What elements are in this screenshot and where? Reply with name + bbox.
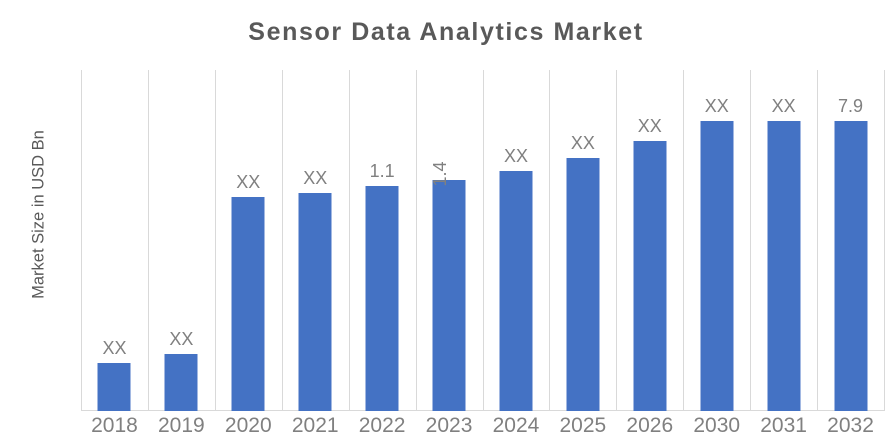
bar-group[interactable]: XX — [683, 70, 750, 411]
bar-data-label: XX — [102, 338, 127, 358]
bar-group[interactable]: XX — [483, 70, 550, 411]
x-axis-tick-label: 2031 — [760, 414, 807, 437]
bar-group[interactable]: 1.1 — [349, 70, 416, 411]
gridline — [884, 70, 885, 411]
x-axis-tick-label: 2024 — [492, 414, 540, 437]
bar[interactable] — [499, 171, 533, 411]
bar[interactable] — [231, 197, 265, 411]
bar-group[interactable]: XX — [148, 70, 215, 411]
bar[interactable] — [834, 121, 868, 411]
bar-data-label: 7.9 — [838, 96, 864, 116]
bar[interactable] — [97, 363, 131, 411]
x-axis-tick-label: 2023 — [425, 414, 473, 437]
chart-title: Sensor Data Analytics Market — [248, 18, 644, 46]
bar-group[interactable]: XX — [215, 70, 282, 411]
x-axis-tick-label: 2025 — [559, 414, 607, 437]
x-axis-tick-label: 2020 — [224, 414, 272, 437]
x-axis-tick-label: 2019 — [158, 414, 205, 437]
bar-data-label: XX — [637, 116, 662, 136]
bar-data-label: 1.4 — [430, 161, 451, 187]
x-axis-tick-label: 2026 — [626, 414, 674, 437]
bar[interactable] — [298, 193, 332, 411]
plot-area: XX XX XX XX 1.1 1.4 XX XX XX XX XX 7.9 — [81, 70, 885, 411]
x-axis-tick-label: 2030 — [693, 414, 741, 437]
x-axis-tick-label: 2021 — [291, 414, 339, 437]
bar-data-label: XX — [503, 146, 528, 166]
bar-data-label: XX — [303, 168, 328, 188]
bar-group[interactable]: XX — [750, 70, 817, 411]
bar-group[interactable]: XX — [81, 70, 148, 411]
bar-group[interactable]: 1.4 — [416, 70, 483, 411]
bars-layer: XX XX XX XX 1.1 1.4 XX XX XX XX XX 7.9 — [81, 70, 884, 411]
bar[interactable] — [365, 186, 399, 411]
bar[interactable] — [700, 121, 734, 411]
bar[interactable] — [633, 141, 667, 411]
x-axis-tick-labels: 2018 2019 2020 2021 2022 2023 2024 2025 2026 2030… — [81, 414, 884, 444]
bar-group[interactable]: XX — [282, 70, 349, 411]
bar-data-label: XX — [771, 96, 796, 116]
bar[interactable] — [164, 354, 198, 411]
bar-group[interactable]: 7.9 — [817, 70, 884, 411]
x-axis-tick-label: 2032 — [827, 414, 874, 437]
bar-data-label: 1.1 — [369, 161, 395, 181]
x-axis-tick-label: 2022 — [358, 414, 406, 437]
bar[interactable] — [432, 180, 466, 411]
bar-data-label: XX — [236, 172, 261, 192]
x-axis-line — [81, 410, 884, 411]
bar-group[interactable]: XX — [549, 70, 616, 411]
bar[interactable] — [566, 158, 600, 411]
bar[interactable] — [767, 121, 801, 411]
y-axis-title: Market Size in USD Bn — [29, 130, 48, 299]
bar-data-label: XX — [570, 133, 595, 153]
bar-group[interactable]: XX — [616, 70, 683, 411]
bar-data-label: XX — [704, 96, 729, 116]
bar-data-label: XX — [169, 329, 194, 349]
x-axis-tick-label: 2018 — [91, 414, 138, 437]
